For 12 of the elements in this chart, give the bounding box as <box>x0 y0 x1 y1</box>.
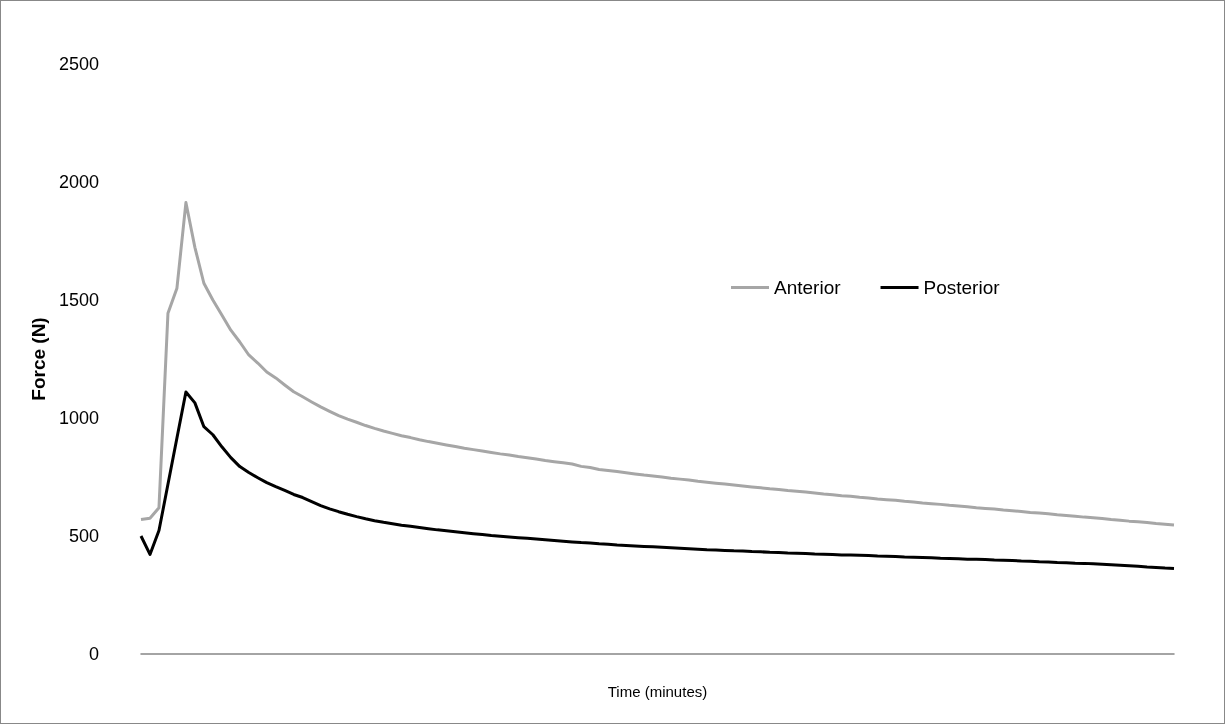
x-axis-title: Time (minutes) <box>607 683 708 700</box>
y-axis-title: Force (N) <box>28 317 50 401</box>
y-tick-label: 2000 <box>58 172 99 192</box>
y-tick-label: 1500 <box>58 290 99 310</box>
y-tick-label: 2500 <box>58 54 99 74</box>
line-series <box>139 390 1176 571</box>
line-series <box>139 201 1176 527</box>
legend-label: Anterior <box>774 277 842 298</box>
y-tick-label: 1000 <box>58 408 99 428</box>
y-tick-label: 500 <box>68 526 99 546</box>
y-tick-label: 0 <box>88 644 99 664</box>
legend-label: Posterior <box>923 277 1001 298</box>
